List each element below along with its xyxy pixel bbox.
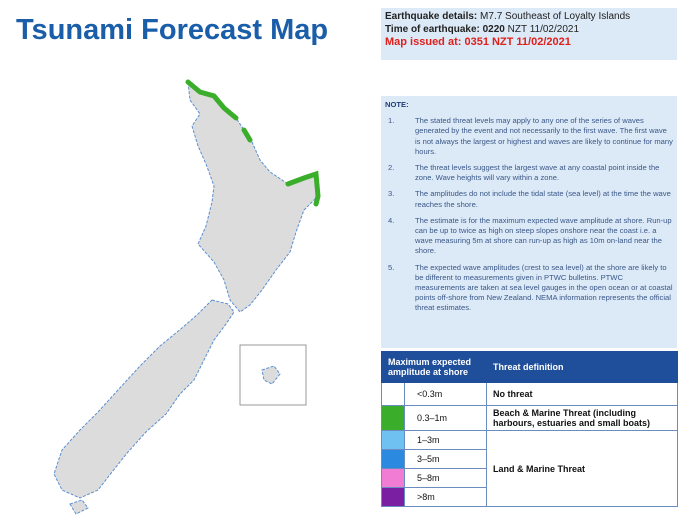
legend-row: <0.3m No threat — [381, 382, 678, 406]
threat-definition: No threat — [486, 382, 678, 406]
stewart-island — [69, 499, 89, 515]
legend-row: 0.3–1m Beach & Marine Threat (including h… — [381, 405, 678, 431]
amplitude-cell: 5–8m — [381, 468, 487, 488]
value: NZT 11/02/2021 — [507, 24, 579, 35]
note-number: 1. — [388, 116, 395, 126]
swatch — [382, 488, 405, 506]
amplitude-cell: 1–3m — [381, 430, 487, 450]
swatch — [382, 431, 405, 449]
note-box: NOTE: 1. The stated threat levels may app… — [381, 96, 677, 348]
note-item: 3. The amplitudes do not include the tida… — [385, 189, 673, 209]
amplitude-cell: 3–5m — [381, 449, 487, 469]
amplitude: <0.3m — [382, 383, 486, 405]
note-text: The estimate is for the maximum expected… — [415, 215, 672, 256]
amplitude: 1–3m — [382, 431, 486, 449]
value: M7.7 Southeast of Loyalty Islands — [480, 11, 631, 22]
note-item: 1. The stated threat levels may apply to … — [385, 116, 673, 157]
note-text: The stated threat levels may apply to an… — [415, 116, 673, 156]
amplitude-cell: >8m — [381, 487, 487, 507]
south-island — [53, 299, 235, 499]
label: Earthquake details: — [385, 11, 478, 22]
threat-definition: Land & Marine Threat — [486, 430, 678, 507]
note-number: 5. — [388, 262, 395, 272]
swatch — [382, 469, 405, 487]
amplitude-label: 3–5m — [417, 454, 440, 464]
legend-row: 3–5m — [381, 449, 678, 469]
amplitude: 0.3–1m — [382, 406, 486, 430]
issued-line: Map issued at: 0351 NZT 11/02/2021 — [385, 36, 571, 48]
threat-coast — [285, 170, 321, 207]
value: 0220 — [482, 24, 505, 35]
amplitude-label: 0.3–1m — [417, 413, 448, 423]
note-text: The threat levels suggest the largest wa… — [415, 163, 660, 183]
amplitude-label: >8m — [417, 492, 435, 502]
legend-header: Maximum expected amplitude at shore Thre… — [381, 351, 678, 383]
amplitude: 3–5m — [382, 450, 486, 468]
legend-row: 1–3m Land & Marine Threat — [381, 430, 678, 507]
threat-definition: Beach & Marine Threat (including harbour… — [486, 405, 678, 431]
label: Time of earthquake: — [385, 24, 480, 35]
legend-body: <0.3m No threat 0.3–1m Beach & Marine Threa… — [381, 382, 678, 507]
note-item: 2. The threat levels suggest the largest … — [385, 163, 673, 183]
threat-coast — [241, 127, 253, 143]
map-title: Tsunami Forecast Map — [16, 14, 329, 46]
map — [53, 79, 321, 515]
header-cell: Maximum expected amplitude at shore — [381, 351, 487, 383]
note-number: 2. — [388, 163, 395, 173]
note-text: The expected wave amplitudes (crest to s… — [415, 262, 673, 313]
earthquake-line: Earthquake details: M7.7 Southeast of Lo… — [385, 10, 673, 23]
amplitude: 5–8m — [382, 469, 486, 487]
chatham-islands — [261, 365, 281, 385]
north-island — [187, 80, 319, 313]
amplitude: >8m — [382, 488, 486, 506]
legend-row: >8m — [381, 487, 678, 507]
event-details: Earthquake details: M7.7 Southeast of Lo… — [381, 8, 677, 60]
amplitude-label: <0.3m — [417, 389, 443, 399]
note-number: 3. — [388, 189, 395, 199]
note-text: The amplitudes do not include the tidal … — [415, 189, 671, 209]
swatch — [382, 406, 405, 430]
threat-coast — [185, 79, 239, 121]
header-cell: Threat definition — [486, 351, 678, 383]
amplitude-label: 1–3m — [417, 435, 440, 445]
time-line: Time of earthquake: 0220 NZT 11/02/2021 — [385, 23, 673, 36]
amplitude-cell: <0.3m — [381, 382, 487, 406]
swatch — [382, 450, 405, 468]
note-list: 1. The stated threat levels may apply to … — [385, 116, 673, 313]
amplitude-label: 5–8m — [417, 473, 440, 483]
swatch — [382, 383, 405, 405]
note-heading: NOTE: — [385, 100, 409, 109]
amplitude-cell: 0.3–1m — [381, 405, 487, 431]
note-item: 5. The expected wave amplitudes (crest to… — [385, 263, 673, 314]
note-item: 4. The estimate is for the maximum expect… — [385, 216, 673, 257]
note-number: 4. — [388, 215, 395, 225]
legend-table: Maximum expected amplitude at shore Thre… — [381, 351, 678, 507]
